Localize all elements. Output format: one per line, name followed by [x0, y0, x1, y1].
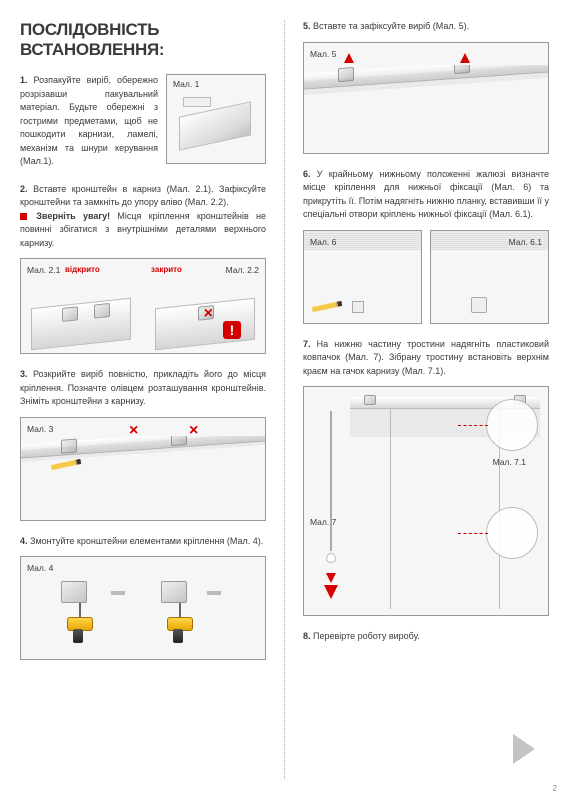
warning-icon — [20, 213, 27, 220]
arrow-up-2 — [460, 53, 470, 63]
figure-3: Мал. 3 × × — [20, 417, 266, 521]
drill-icon-1 — [67, 617, 99, 643]
figure-5-label: Мал. 5 — [310, 49, 336, 59]
figure-2-2-label: Мал. 2.2 — [226, 265, 259, 275]
wand-tip — [324, 585, 338, 599]
step-2-body: Вставте кронштейн в карниз (Мал. 2.1). З… — [20, 184, 266, 208]
blinds-5 — [304, 65, 548, 153]
step-5-num: 5. — [303, 21, 311, 31]
figure-6-1: Мал. 6.1 — [430, 230, 549, 324]
step-3-body: Розкрийте виріб повністю, прикладіть йог… — [20, 369, 266, 406]
page-title: ПОСЛІДОВНІСТЬ ВСТАНОВЛЕННЯ: — [20, 20, 266, 60]
callout-7-1-top — [486, 399, 538, 451]
step-7-num: 7. — [303, 339, 311, 349]
step-4-num: 4. — [20, 536, 28, 546]
figure-6-label: Мал. 6 — [310, 237, 336, 247]
open-label: відкрито — [65, 265, 100, 274]
x-mark-1: × — [129, 422, 138, 440]
step-1: 1. Розпакуйте виріб, обережно розрізавши… — [20, 74, 266, 169]
callout-line-1 — [458, 425, 488, 426]
figure-6-row: Мал. 6 Мал. 6.1 — [303, 230, 549, 324]
figure-7-label: Мал. 7 — [310, 517, 336, 527]
step-8-num: 8. — [303, 631, 311, 641]
x-mark-2: × — [189, 422, 198, 440]
step-7-body: На нижню частину тростини надягніть плас… — [303, 339, 549, 376]
step-3: 3. Розкрийте виріб повністю, прикладіть … — [20, 368, 266, 409]
column-divider — [284, 20, 285, 779]
figure-7-1-label: Мал. 7.1 — [493, 457, 526, 467]
step-6-num: 6. — [303, 169, 311, 179]
left-column: ПОСЛІДОВНІСТЬ ВСТАНОВЛЕННЯ: 1. Розпакуйт… — [20, 20, 266, 779]
step-3-num: 3. — [20, 369, 28, 379]
figure-2-1-label: Мал. 2.1 — [27, 265, 60, 275]
figure-6: Мал. 6 — [303, 230, 422, 324]
step-5-body: Вставте та зафіксуйте виріб (Мал. 5). — [313, 21, 469, 31]
drill-icon-2 — [167, 617, 199, 643]
page: ПОСЛІДОВНІСТЬ ВСТАНОВЛЕННЯ: 1. Розпакуйт… — [0, 0, 565, 799]
figure-4-label: Мал. 4 — [27, 563, 53, 573]
step-6-body: У крайньому нижньому положенні жалюзі ви… — [303, 169, 549, 220]
parts-illustration — [183, 97, 211, 107]
step-2-warn-label: Зверніть увагу! — [36, 211, 110, 221]
step-8-body: Перевірте роботу виробу. — [313, 631, 420, 641]
figure-3-label: Мал. 3 — [27, 424, 53, 434]
step-7: 7. На нижню частину тростини надягніть п… — [303, 338, 549, 379]
closed-label: закрито — [151, 265, 182, 274]
callout-7-1-bottom — [486, 507, 538, 559]
page-number: 2 — [553, 784, 557, 793]
wand-illustration — [330, 411, 332, 551]
step-4: 4. Змонтуйте кронштейни елементами кріпл… — [20, 535, 266, 549]
hardware-1 — [111, 591, 125, 595]
figure-7: Мал. 7 — [303, 386, 549, 616]
step-2-num: 2. — [20, 184, 28, 194]
figure-4: Мал. 4 — [20, 556, 266, 660]
right-column: 5. Вставте та зафіксуйте виріб (Мал. 5).… — [303, 20, 549, 779]
step-1-num: 1. — [20, 75, 28, 85]
bottom-fixture-61 — [471, 297, 487, 313]
step-1-text: 1. Розпакуйте виріб, обережно розрізавши… — [20, 74, 158, 169]
wand-cap — [326, 553, 336, 563]
x-mark-icon: × — [204, 305, 213, 323]
step-6: 6. У крайньому нижньому положенні жалюзі… — [303, 168, 549, 222]
blinds-illustration — [21, 436, 265, 520]
step-8: 8. Перевірте роботу виробу. — [303, 630, 549, 644]
wand-arrow — [326, 573, 336, 583]
cornice-left — [31, 298, 131, 351]
figure-5: Мал. 5 — [303, 42, 549, 154]
step-4-body: Змонтуйте кронштейни елементами кріпленн… — [30, 536, 263, 546]
step-1-body: Розпакуйте виріб, обережно розрізавши па… — [20, 75, 158, 166]
bottom-fixture — [352, 301, 364, 313]
arrow-up-1 — [344, 53, 354, 63]
hardware-2 — [207, 591, 221, 595]
figure-1-label: Мал. 1 — [173, 79, 199, 89]
callout-line-2 — [458, 533, 488, 534]
cornice-illustration — [179, 101, 251, 150]
figure-6-1-label: Мал. 6.1 — [509, 237, 542, 247]
step-5: 5. Вставте та зафіксуйте виріб (Мал. 5). — [303, 20, 549, 34]
step-2: 2. Вставте кронштейн в карниз (Мал. 2.1)… — [20, 183, 266, 251]
exclamation-icon: ! — [223, 321, 241, 339]
figure-1: Мал. 1 — [166, 74, 266, 164]
figure-2: Мал. 2.1 відкрито закрито Мал. 2.2 ! × — [20, 258, 266, 354]
